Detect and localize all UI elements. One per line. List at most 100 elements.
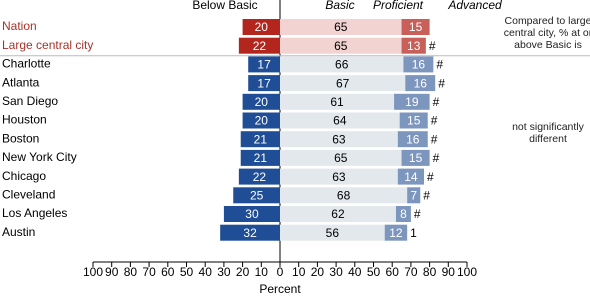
series-header: Proficient bbox=[373, 0, 424, 12]
x-tick-label: 50 bbox=[180, 265, 194, 279]
row-label: Charlotte bbox=[2, 57, 51, 71]
x-tick-label: 70 bbox=[142, 265, 156, 279]
row-label: New York City bbox=[2, 150, 77, 164]
bar-segment bbox=[223, 206, 280, 222]
value-label: 21 bbox=[254, 151, 268, 165]
bar-segment bbox=[394, 93, 430, 110]
row-label: Cleveland bbox=[2, 187, 55, 201]
row-label: Austin bbox=[2, 225, 35, 239]
x-tick-label: 100 bbox=[457, 265, 477, 279]
value-label: 16 bbox=[414, 76, 428, 90]
x-tick-label: 50 bbox=[367, 265, 381, 279]
row-label: Boston bbox=[2, 131, 39, 145]
value-label: 20 bbox=[255, 20, 269, 34]
value-label: 65 bbox=[334, 151, 348, 165]
significance-mark: # bbox=[427, 170, 434, 184]
x-tick-label: 10 bbox=[255, 265, 269, 279]
row-label: Large central city bbox=[2, 38, 93, 52]
x-tick-label: 40 bbox=[348, 265, 362, 279]
x-tick-label: 20 bbox=[311, 265, 325, 279]
value-label: 20 bbox=[255, 95, 269, 109]
x-axis-label: Percent bbox=[259, 282, 301, 296]
bar-segment bbox=[401, 19, 430, 35]
value-label: 61 bbox=[330, 95, 344, 109]
x-tick-label: 20 bbox=[236, 265, 250, 279]
bar-segment bbox=[242, 93, 280, 110]
bar-segment bbox=[397, 131, 428, 148]
x-tick-label: 90 bbox=[442, 265, 456, 279]
bar-segment bbox=[407, 187, 421, 204]
bar-segment bbox=[280, 224, 385, 241]
bar-segment bbox=[280, 93, 395, 110]
value-label: 22 bbox=[253, 170, 267, 184]
value-label: 63 bbox=[332, 170, 346, 184]
value-label: 8 bbox=[400, 207, 407, 221]
bar-segment bbox=[248, 56, 280, 73]
value-label: 67 bbox=[336, 76, 350, 90]
bar-segment bbox=[233, 187, 280, 204]
value-label: 22 bbox=[253, 39, 267, 53]
value-label: 66 bbox=[335, 58, 349, 72]
note-mid: not significantly different bbox=[512, 121, 584, 145]
significance-mark: # bbox=[423, 188, 430, 202]
row-label: San Diego bbox=[2, 94, 58, 108]
value-label: 62 bbox=[331, 207, 345, 221]
row-label: Atlanta bbox=[2, 75, 40, 89]
value-label: 20 bbox=[255, 114, 269, 128]
bar-segment bbox=[280, 149, 402, 166]
bar-segment bbox=[242, 19, 280, 35]
significance-mark: # bbox=[433, 95, 440, 109]
value-label: 65 bbox=[334, 20, 348, 34]
bar-segment bbox=[280, 37, 402, 54]
bar-segment bbox=[397, 168, 424, 185]
bar-segment bbox=[280, 168, 398, 185]
significance-mark: # bbox=[431, 114, 438, 128]
bar-segment bbox=[280, 56, 404, 73]
significance-mark: 1 bbox=[410, 226, 417, 240]
significance-mark: # bbox=[429, 39, 436, 53]
x-tick-label: 60 bbox=[386, 265, 400, 279]
bar-segment bbox=[238, 168, 280, 185]
bar-segment bbox=[280, 112, 400, 129]
value-label: 63 bbox=[332, 132, 346, 146]
value-label: 32 bbox=[243, 226, 257, 240]
x-tick-label: 60 bbox=[161, 265, 175, 279]
x-tick-label: 30 bbox=[217, 265, 231, 279]
value-label: 56 bbox=[326, 226, 340, 240]
value-label: 13 bbox=[407, 39, 421, 53]
x-tick-label: 10 bbox=[292, 265, 306, 279]
bar-segment bbox=[280, 206, 396, 222]
row-label: Los Angeles bbox=[2, 206, 67, 220]
series-header: Below Basic bbox=[192, 0, 257, 12]
bar-segment bbox=[401, 149, 430, 166]
bar-segment bbox=[238, 37, 280, 54]
value-label: 68 bbox=[337, 188, 351, 202]
value-label: 16 bbox=[406, 132, 420, 146]
value-label: 17 bbox=[257, 58, 271, 72]
value-label: 19 bbox=[405, 95, 419, 109]
bar-segment bbox=[280, 19, 402, 35]
value-label: 15 bbox=[409, 20, 423, 34]
bar-segment bbox=[280, 131, 398, 148]
significance-mark: # bbox=[414, 207, 421, 221]
bar-segment bbox=[220, 224, 280, 241]
value-label: 12 bbox=[389, 226, 403, 240]
bar-segment bbox=[242, 112, 280, 129]
value-label: 65 bbox=[334, 39, 348, 53]
x-tick-label: 90 bbox=[105, 265, 119, 279]
value-label: 64 bbox=[333, 114, 347, 128]
bar-segment bbox=[384, 224, 408, 241]
value-label: 16 bbox=[412, 58, 426, 72]
value-label: 7 bbox=[410, 188, 417, 202]
row-label: Houston bbox=[2, 113, 47, 127]
bar-segment bbox=[403, 56, 434, 73]
x-tick-label: 70 bbox=[404, 265, 418, 279]
x-tick-label: 100 bbox=[83, 265, 103, 279]
significance-mark: # bbox=[431, 132, 438, 146]
bar-segment bbox=[240, 149, 280, 166]
x-tick-label: 0 bbox=[277, 265, 284, 279]
row-label: Chicago bbox=[2, 169, 46, 183]
x-tick-label: 80 bbox=[124, 265, 138, 279]
x-tick-label: 40 bbox=[199, 265, 213, 279]
